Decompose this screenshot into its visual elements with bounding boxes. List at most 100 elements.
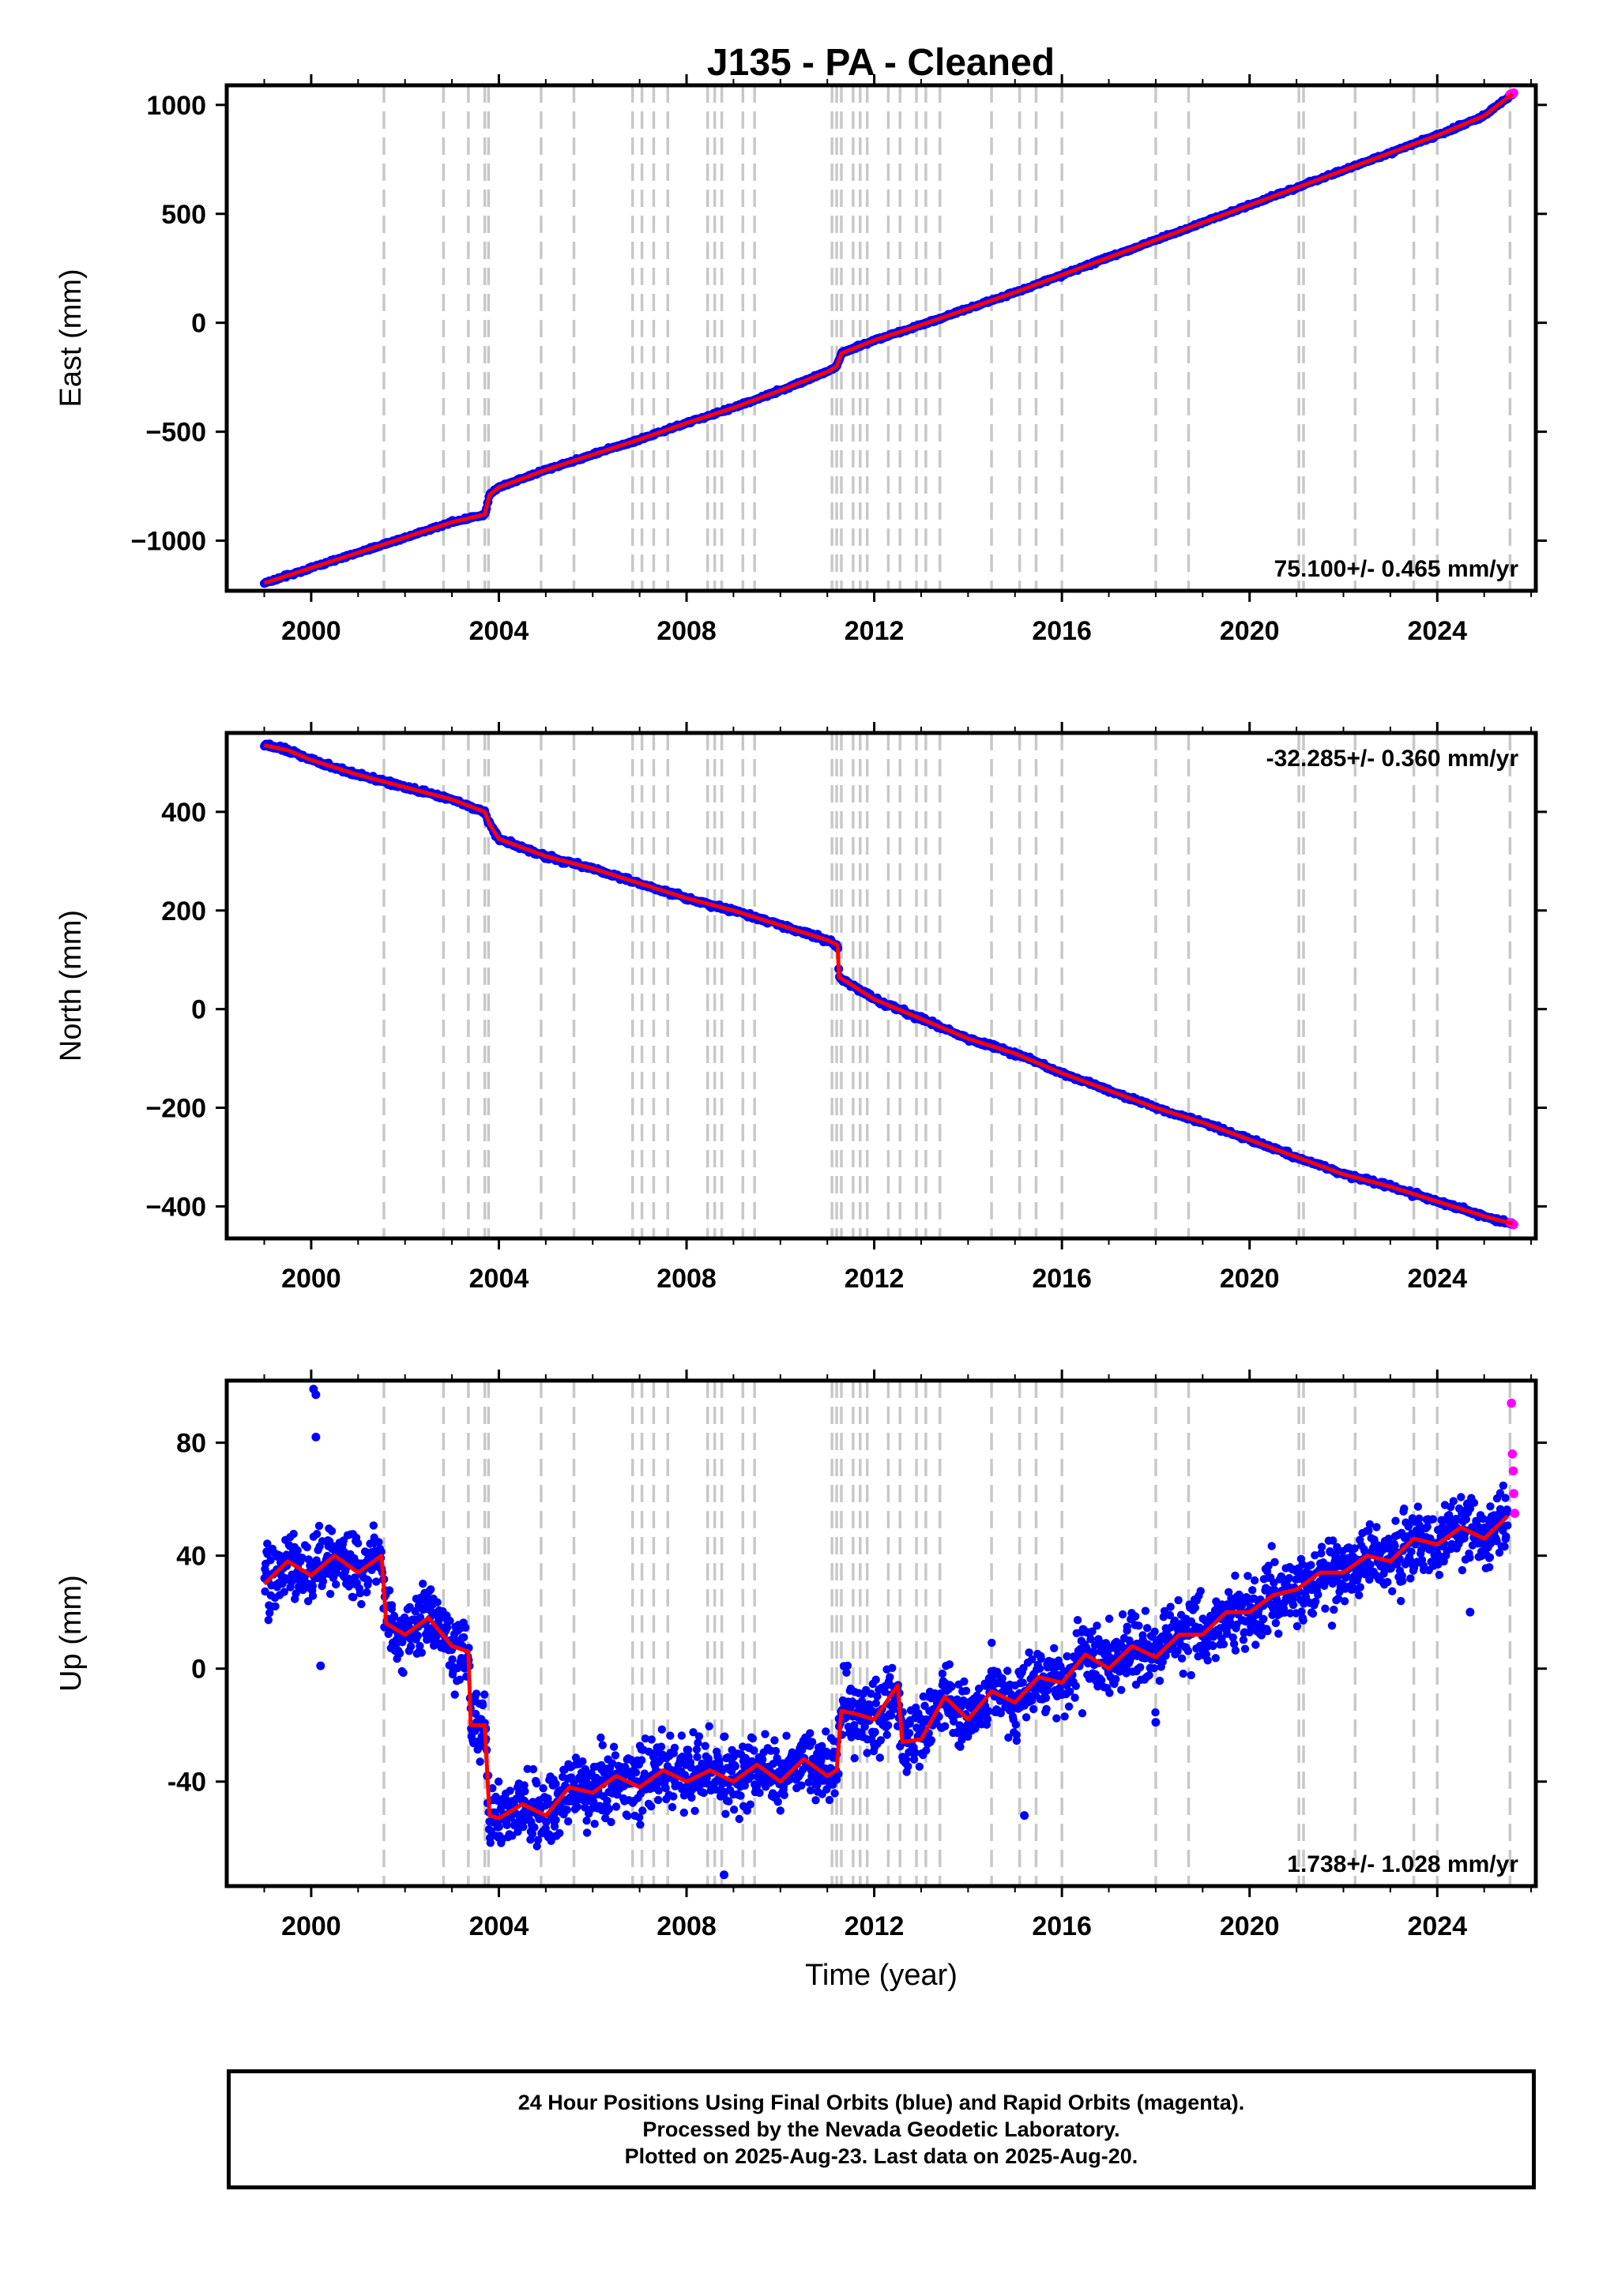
data-point bbox=[1012, 1720, 1020, 1728]
data-point bbox=[666, 1731, 674, 1739]
data-point bbox=[1156, 1677, 1164, 1685]
data-point bbox=[638, 1806, 646, 1814]
data-point bbox=[388, 1601, 396, 1609]
data-point bbox=[532, 1779, 540, 1787]
data-point bbox=[1150, 1664, 1158, 1672]
data-point bbox=[480, 1690, 488, 1698]
data-point bbox=[460, 1633, 468, 1641]
plot-frame bbox=[227, 733, 1536, 1238]
data-point bbox=[1072, 1682, 1080, 1690]
data-point bbox=[551, 1816, 559, 1824]
x-tick-label: 2012 bbox=[845, 1264, 905, 1294]
data-point bbox=[427, 1585, 435, 1593]
data-point bbox=[354, 1539, 362, 1547]
data-point bbox=[495, 1778, 502, 1786]
data-point bbox=[736, 1815, 743, 1823]
data-point bbox=[910, 1756, 918, 1764]
y-tick-label: 1000 bbox=[146, 91, 206, 121]
y-tick-label: −500 bbox=[145, 418, 206, 448]
data-point bbox=[1123, 1623, 1131, 1631]
y-tick-label: 400 bbox=[161, 798, 206, 828]
data-point bbox=[668, 1803, 676, 1811]
data-point bbox=[396, 1649, 404, 1657]
data-point bbox=[721, 1810, 729, 1818]
data-point bbox=[414, 1632, 422, 1640]
data-point bbox=[1037, 1655, 1045, 1663]
data-point bbox=[472, 1689, 480, 1697]
data-point bbox=[984, 1715, 991, 1723]
data-point bbox=[1074, 1616, 1082, 1624]
data-point bbox=[539, 1784, 547, 1792]
data-point bbox=[1019, 1678, 1027, 1686]
y-tick-label: −400 bbox=[145, 1192, 206, 1222]
data-point bbox=[750, 1746, 758, 1754]
data-point bbox=[506, 1787, 514, 1794]
data-point bbox=[669, 1792, 677, 1800]
data-point bbox=[695, 1732, 703, 1740]
data-point bbox=[479, 1701, 487, 1709]
data-point bbox=[1003, 1667, 1011, 1674]
y-tick-label: 0 bbox=[191, 309, 206, 339]
data-point bbox=[749, 1734, 757, 1742]
data-point bbox=[658, 1726, 666, 1734]
data-point bbox=[808, 1738, 816, 1745]
data-point bbox=[599, 1741, 607, 1749]
data-point bbox=[495, 1823, 503, 1831]
x-tick-label: 2016 bbox=[1032, 1264, 1092, 1294]
data-point bbox=[654, 1796, 662, 1804]
data-point bbox=[555, 1829, 563, 1837]
x-tick-label: 2024 bbox=[1407, 1264, 1467, 1294]
data-point bbox=[1022, 1713, 1030, 1721]
data-point bbox=[1143, 1624, 1151, 1632]
data-point bbox=[1151, 1708, 1159, 1716]
data-point bbox=[758, 1756, 766, 1764]
data-point bbox=[529, 1765, 537, 1773]
y-tick-label: −1000 bbox=[131, 527, 207, 557]
data-point bbox=[905, 1729, 913, 1737]
data-point bbox=[578, 1757, 586, 1765]
data-point bbox=[448, 1655, 456, 1663]
data-point bbox=[326, 1590, 334, 1598]
data-point bbox=[605, 1805, 613, 1813]
x-tick-label: 2024 bbox=[1407, 616, 1467, 646]
x-tick-label: 2004 bbox=[469, 616, 529, 646]
data-point bbox=[1105, 1689, 1113, 1697]
data-point bbox=[418, 1648, 426, 1656]
y-tick-label: 0 bbox=[191, 995, 206, 1025]
data-point bbox=[271, 1603, 279, 1610]
data-point bbox=[372, 1577, 380, 1585]
data-point bbox=[363, 1588, 371, 1596]
data-point bbox=[1142, 1606, 1149, 1614]
data-point bbox=[591, 1820, 599, 1828]
data-point bbox=[611, 1751, 619, 1759]
data-point bbox=[886, 1673, 894, 1681]
data-point bbox=[399, 1669, 407, 1677]
x-tick-label: 2012 bbox=[845, 616, 905, 646]
data-point bbox=[419, 1580, 427, 1588]
data-point bbox=[946, 1660, 954, 1668]
data-point bbox=[782, 1732, 790, 1740]
data-point bbox=[693, 1753, 701, 1761]
data-point bbox=[730, 1806, 738, 1813]
data-point bbox=[390, 1612, 398, 1620]
data-point bbox=[1052, 1714, 1060, 1722]
data-point bbox=[612, 1802, 620, 1810]
data-point bbox=[596, 1734, 604, 1742]
data-point bbox=[774, 1798, 782, 1806]
data-point bbox=[876, 1753, 884, 1761]
data-point bbox=[309, 1591, 317, 1599]
data-point bbox=[461, 1624, 469, 1632]
data-point bbox=[830, 1789, 838, 1797]
data-point bbox=[927, 1736, 935, 1744]
data-point bbox=[941, 1722, 949, 1730]
data-point bbox=[1131, 1612, 1139, 1620]
chart-title: J135 - PA - Cleaned bbox=[707, 42, 1055, 84]
data-point bbox=[519, 1823, 527, 1831]
data-point bbox=[433, 1599, 441, 1606]
data-point bbox=[328, 1527, 336, 1535]
data-point bbox=[811, 1796, 819, 1804]
data-point bbox=[956, 1743, 964, 1751]
